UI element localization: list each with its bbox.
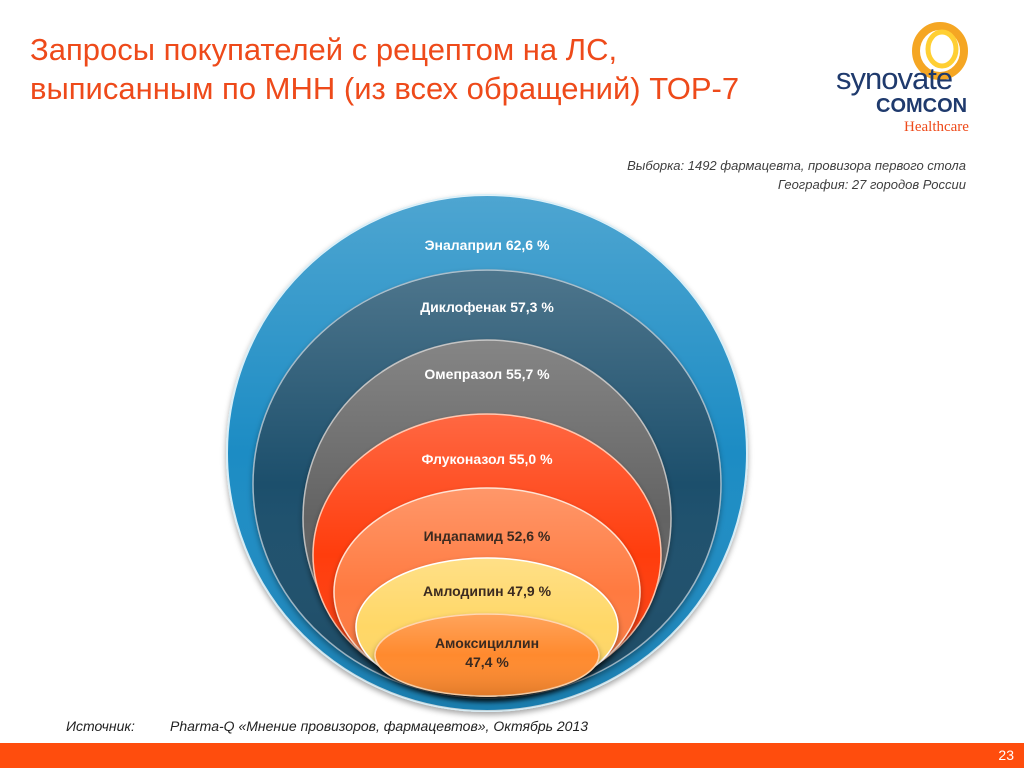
synovate-comcon-logo: synovate COMCON Healthcare	[832, 18, 972, 138]
logo-word-synovate: synovate	[836, 61, 953, 96]
geography-text: География: 27 городов России	[777, 177, 966, 192]
slide-title-line-2: выписанным по МНН (из всех обращений) ТО…	[30, 71, 740, 106]
logo-word-healthcare: Healthcare	[904, 119, 969, 135]
slide-title: Запросы покупателей с рецептом на ЛС, вы…	[30, 30, 830, 108]
ring-4-label: Флуконазол 55,0 %	[421, 451, 553, 467]
ring-7-shine	[375, 614, 599, 696]
ring-5-label: Индапамид 52,6 %	[424, 528, 551, 544]
page-number: 23	[998, 747, 1014, 763]
sample-info: Выборка: 1492 фармацевта, провизора перв…	[627, 156, 966, 194]
sample-size-text: Выборка: 1492 фармацевта, провизора перв…	[627, 158, 966, 173]
source-text: Pharma-Q «Мнение провизоров, фармацевтов…	[170, 718, 589, 734]
source-note: Источник: Pharma-Q «Мнение провизоров, фа…	[66, 718, 588, 734]
slide-title-line-1: Запросы покупателей с рецептом на ЛС,	[30, 32, 618, 67]
footer-bar: 23	[0, 743, 1024, 768]
source-label: Источник:	[66, 718, 135, 734]
logo-word-comcon: COMCON	[876, 95, 968, 117]
ring-2-label: Диклофенак 57,3 %	[420, 299, 554, 315]
ring-7-amoxicillin: Амоксициллин 47,4 %	[374, 613, 600, 697]
ring-7-label-line-1: Амоксициллин	[435, 635, 539, 651]
ring-1-label: Эналаприл 62,6 %	[425, 237, 550, 253]
ring-3-label: Омепразол 55,7 %	[424, 366, 550, 382]
ring-6-label: Амлодипин 47,9 %	[423, 583, 552, 599]
ring-logo-icon	[912, 22, 968, 80]
ring-7-label-line-2: 47,4 %	[465, 654, 509, 670]
